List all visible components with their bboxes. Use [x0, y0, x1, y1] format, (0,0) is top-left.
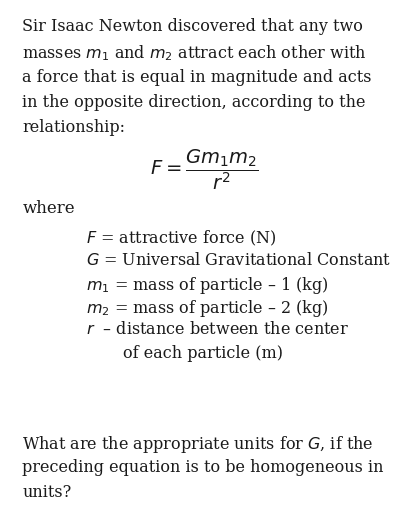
Text: Sir Isaac Newton discovered that any two: Sir Isaac Newton discovered that any two — [22, 18, 363, 35]
Text: $F$ = attractive force (N): $F$ = attractive force (N) — [86, 229, 276, 248]
Text: $F = \dfrac{Gm_1 m_2}{r^2}$: $F = \dfrac{Gm_1 m_2}{r^2}$ — [150, 147, 259, 192]
Text: units?: units? — [22, 484, 72, 501]
Text: preceding equation is to be homogeneous in: preceding equation is to be homogeneous … — [22, 459, 384, 476]
Text: $m_2$ = mass of particle – 2 (kg): $m_2$ = mass of particle – 2 (kg) — [86, 298, 328, 319]
Text: relationship:: relationship: — [22, 119, 126, 136]
Text: masses $m_1$ and $m_2$ attract each other with: masses $m_1$ and $m_2$ attract each othe… — [22, 44, 367, 63]
Text: $G$ = Universal Gravitational Constant: $G$ = Universal Gravitational Constant — [86, 252, 391, 269]
Text: in the opposite direction, according to the: in the opposite direction, according to … — [22, 94, 366, 111]
Text: $m_1$ = mass of particle – 1 (kg): $m_1$ = mass of particle – 1 (kg) — [86, 275, 328, 296]
Text: $r$  – distance between the center: $r$ – distance between the center — [86, 321, 349, 338]
Text: a force that is equal in magnitude and acts: a force that is equal in magnitude and a… — [22, 69, 372, 86]
Text: What are the appropriate units for $G$, if the: What are the appropriate units for $G$, … — [22, 434, 374, 455]
Text: where: where — [22, 200, 75, 217]
Text: of each particle (m): of each particle (m) — [123, 345, 283, 361]
